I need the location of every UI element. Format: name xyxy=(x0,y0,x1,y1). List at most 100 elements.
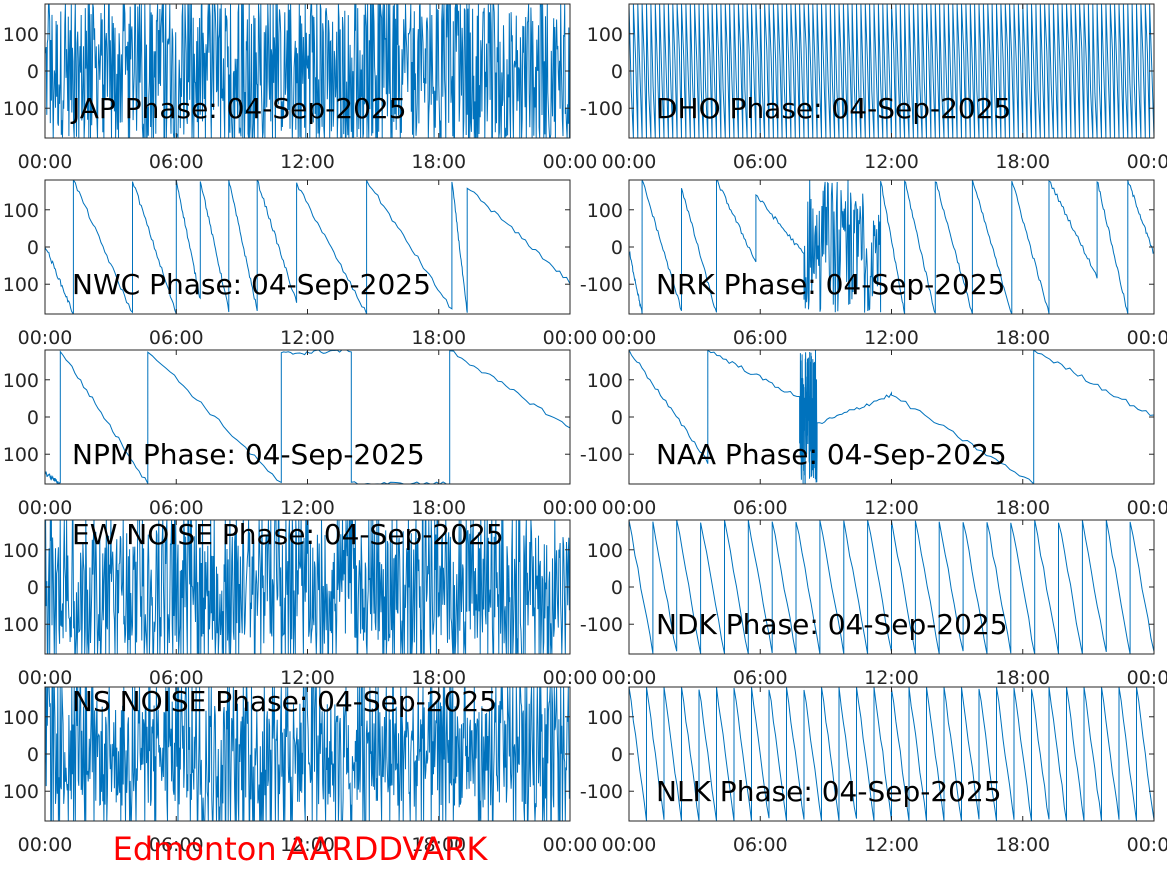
panel-ndk: 100 0 -100 00:00 06:00 12:00 18:00 00:00 NDK Pha… xyxy=(580,519,1167,689)
panel-title-jap: JAP Phase: 04-Sep-2025 xyxy=(70,92,407,125)
x-tick-label: 00:00 xyxy=(1127,667,1167,689)
series-line-jap xyxy=(45,4,570,138)
y-tick-label: 100 xyxy=(3,781,39,803)
x-tick-label: 06:00 xyxy=(733,497,788,519)
series-line-nrk xyxy=(629,180,1154,314)
y-tick-label: 0 xyxy=(611,237,623,259)
x-tick-label: 00:00 xyxy=(18,497,73,519)
panel-dho: 100 0 -100 00:00 06:00 12:00 18:00 00:00 DHO Pha… xyxy=(580,3,1167,173)
y-tick-label: -100 xyxy=(580,444,623,466)
panel-naa: 100 0 -100 00:00 06:00 12:00 18:00 00:00 NAA Pha… xyxy=(580,349,1167,519)
series-line-ns-noise xyxy=(45,687,570,821)
x-tick-label: 18:00 xyxy=(995,327,1050,349)
series-line-ndk xyxy=(629,520,1154,654)
x-tick-label: 00:00 xyxy=(543,667,598,689)
x-tick-label: 18:00 xyxy=(995,151,1050,173)
x-tick-label: 00:00 xyxy=(602,497,657,519)
x-tick-label: 12:00 xyxy=(864,834,919,856)
y-tick-label: 100 xyxy=(3,274,39,296)
x-tick-label: 18:00 xyxy=(411,667,466,689)
y-tick-label: 0 xyxy=(611,407,623,429)
y-tick-label: 100 xyxy=(587,707,623,729)
y-tick-label: 0 xyxy=(611,744,623,766)
y-tick-label: 0 xyxy=(611,577,623,599)
x-tick-label: 00:00 xyxy=(602,327,657,349)
y-tick-label: -100 xyxy=(580,781,623,803)
y-tick-label: 100 xyxy=(3,707,39,729)
x-tick-label: 06:00 xyxy=(149,151,204,173)
x-tick-label: 12:00 xyxy=(280,327,335,349)
y-tick-label: 100 xyxy=(587,200,623,222)
panel-title-naa: NAA Phase: 04-Sep-2025 xyxy=(656,438,1007,471)
x-tick-label: 00:00 xyxy=(18,151,73,173)
series-line-nlk xyxy=(629,687,1154,821)
x-tick-label: 06:00 xyxy=(149,834,204,856)
x-tick-label: 12:00 xyxy=(864,151,919,173)
y-tick-label: -100 xyxy=(580,98,623,120)
y-tick-label: -100 xyxy=(580,274,623,296)
x-tick-label: 00:00 xyxy=(1127,497,1167,519)
series-line-npm xyxy=(45,350,570,484)
panel-title-ew-noise: EW NOISE Phase: 04-Sep-2025 xyxy=(72,518,504,551)
y-tick-label: 100 xyxy=(3,370,39,392)
x-tick-label: 06:00 xyxy=(149,667,204,689)
x-tick-label: 00:00 xyxy=(543,151,598,173)
x-tick-label: 06:00 xyxy=(733,327,788,349)
x-tick-label: 00:00 xyxy=(543,834,598,856)
x-tick-label: 18:00 xyxy=(995,497,1050,519)
x-tick-label: 12:00 xyxy=(864,667,919,689)
series-line-dho xyxy=(629,4,1154,138)
y-tick-label: 0 xyxy=(27,61,39,83)
y-tick-label: 0 xyxy=(27,407,39,429)
panel-nlk: 100 0 -100 00:00 06:00 12:00 18:00 00:00 NLK Pha… xyxy=(580,686,1167,856)
panel-nwc: 100 0 100 00:00 06:00 12:00 18:00 00:00 NWC Phas… xyxy=(3,179,597,349)
panel-title-npm: NPM Phase: 04-Sep-2025 xyxy=(72,438,425,471)
x-tick-label: 00:00 xyxy=(18,834,73,856)
y-tick-label: -100 xyxy=(580,614,623,636)
plot-area xyxy=(629,350,1154,484)
series-line-nwc xyxy=(45,180,570,314)
x-tick-label: 00:00 xyxy=(1127,834,1167,856)
x-tick-label: 18:00 xyxy=(995,667,1050,689)
panel-title-nwc: NWC Phase: 04-Sep-2025 xyxy=(72,268,431,301)
y-tick-label: 100 xyxy=(3,24,39,46)
panel-nrk: 100 0 -100 00:00 06:00 12:00 18:00 00:00 NRK Pha… xyxy=(580,179,1167,349)
x-tick-label: 00:00 xyxy=(1127,151,1167,173)
x-tick-label: 12:00 xyxy=(864,497,919,519)
y-tick-label: 100 xyxy=(587,540,623,562)
series-line-naa xyxy=(629,350,1154,484)
x-tick-label: 18:00 xyxy=(411,497,466,519)
x-tick-label: 12:00 xyxy=(280,834,335,856)
panel-title-ndk: NDK Phase: 04-Sep-2025 xyxy=(656,608,1008,641)
x-tick-label: 18:00 xyxy=(411,834,466,856)
x-tick-label: 12:00 xyxy=(864,327,919,349)
panel-title-dho: DHO Phase: 04-Sep-2025 xyxy=(656,92,1011,125)
footer-label: Edmonton AARDDVARK xyxy=(113,830,489,868)
x-tick-label: 12:00 xyxy=(280,497,335,519)
y-tick-label: 100 xyxy=(3,444,39,466)
y-tick-label: 0 xyxy=(27,237,39,259)
x-tick-label: 18:00 xyxy=(411,327,466,349)
y-tick-label: 100 xyxy=(3,98,39,120)
x-tick-label: 06:00 xyxy=(149,497,204,519)
x-tick-label: 00:00 xyxy=(18,327,73,349)
panel-ns-noise: 100 0 100 00:00 06:00 12:00 18:00 00:00 NS NOISE… xyxy=(3,685,598,856)
x-tick-label: 06:00 xyxy=(733,834,788,856)
y-tick-label: 0 xyxy=(27,744,39,766)
x-tick-label: 00:00 xyxy=(543,497,598,519)
panel-npm: 100 0 100 00:00 06:00 12:00 18:00 00:00 NPM Phas… xyxy=(3,349,598,519)
y-tick-label: 0 xyxy=(27,577,39,599)
x-tick-label: 00:00 xyxy=(602,151,657,173)
panel-title-nrk: NRK Phase: 04-Sep-2025 xyxy=(656,268,1005,301)
x-tick-label: 06:00 xyxy=(733,667,788,689)
y-tick-label: 100 xyxy=(587,370,623,392)
x-tick-label: 00:00 xyxy=(1127,327,1167,349)
x-tick-label: 18:00 xyxy=(411,151,466,173)
y-tick-label: 100 xyxy=(587,24,623,46)
x-tick-label: 00:00 xyxy=(602,667,657,689)
y-tick-label: 100 xyxy=(3,614,39,636)
y-tick-label: 100 xyxy=(3,200,39,222)
x-tick-label: 06:00 xyxy=(149,327,204,349)
x-tick-label: 00:00 xyxy=(602,834,657,856)
